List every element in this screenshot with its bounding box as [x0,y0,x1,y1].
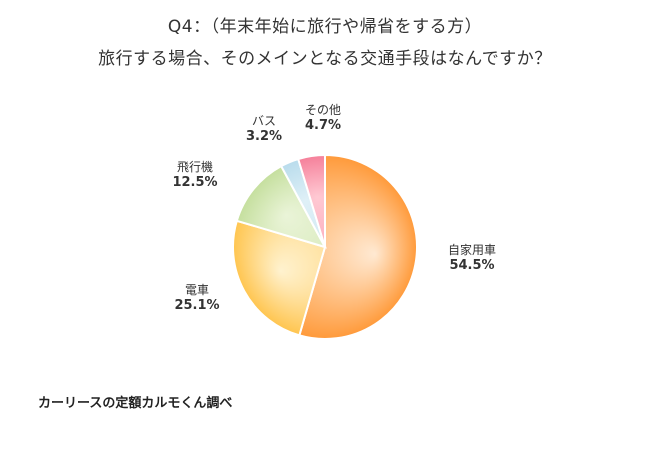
slice-value-train: 25.1% [174,298,220,313]
pie-slice-train [232,219,327,337]
slice-name-other: その他 [304,103,341,117]
slice-label-self-car: 自家用車 54.5% [448,243,496,273]
slice-label-other: その他 4.7% [305,103,341,133]
slice-name-self-car: 自家用車 [447,243,497,257]
source-note: カーリースの定額カルモくん調べ [38,396,233,411]
slice-name-train: 電車 [184,283,210,297]
pie-slice-other [296,153,326,248]
pie-slice-self-car [298,153,418,340]
chart-title-line2: 旅行する場合、そのメインとなる交通手段はなんですか？ [98,49,552,69]
chart-title-line1: Q4：（年末年始に旅行や帰省をする方） [167,17,483,37]
slice-label-train: 電車 25.1% [174,283,219,313]
slice-value-self-car: 54.5% [449,258,495,273]
slice-label-airplane: 飛行機 12.5% [172,160,217,190]
slice-label-bus: バス 3.2% [246,114,282,144]
slice-name-bus: バス [251,114,276,128]
slice-value-bus: 3.2% [245,129,283,144]
slice-value-other: 4.7% [304,118,342,133]
slice-name-airplane: 飛行機 [176,160,214,174]
slice-value-airplane: 12.5% [172,175,218,190]
pie-slice-airplane [235,164,328,249]
